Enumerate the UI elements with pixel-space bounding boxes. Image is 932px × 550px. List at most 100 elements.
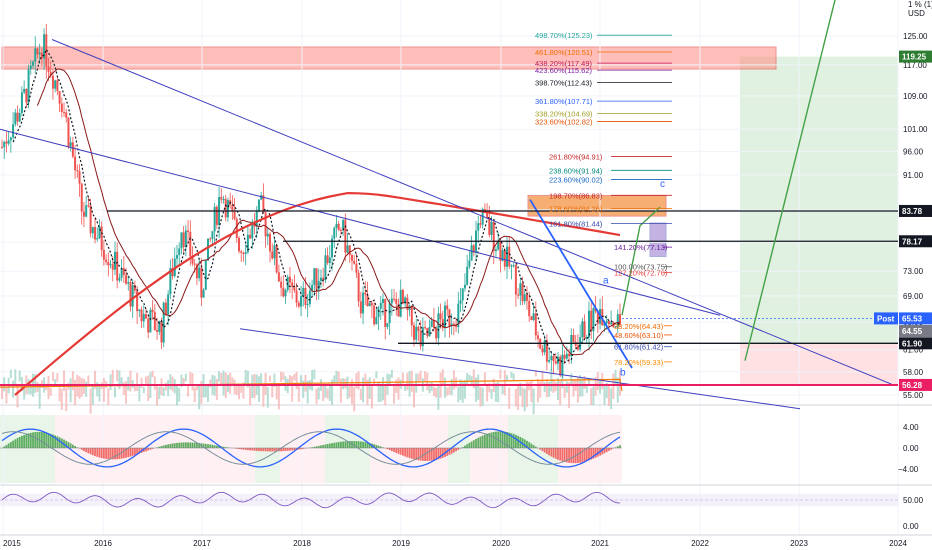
volume-bar-103 bbox=[229, 372, 232, 394]
candle-body-234 bbox=[519, 283, 522, 296]
fib-label-7: 323.60%(102.82) bbox=[535, 117, 593, 126]
candle-body-36 bbox=[80, 183, 83, 212]
osc-bar-118 bbox=[262, 448, 265, 452]
candle-body-118 bbox=[262, 195, 265, 213]
year-tick-2015: 2015 bbox=[3, 539, 21, 548]
candle-body-127 bbox=[282, 287, 285, 297]
candle-body-68 bbox=[151, 309, 154, 313]
volume-bar-106 bbox=[235, 383, 238, 395]
volume-bar-263 bbox=[583, 376, 586, 389]
osc-bar-12 bbox=[27, 433, 30, 448]
volume-bar-127 bbox=[282, 372, 285, 380]
volume-bar-277 bbox=[614, 369, 617, 386]
rsi-band bbox=[0, 493, 898, 507]
osc-bar-202 bbox=[448, 448, 451, 455]
year-tick-2017: 2017 bbox=[193, 539, 211, 548]
candle-body-93 bbox=[207, 238, 209, 261]
candle-body-183 bbox=[406, 297, 409, 310]
osc-bar-217 bbox=[481, 435, 484, 448]
candle-body-274 bbox=[607, 320, 610, 325]
osc-bar-4 bbox=[9, 442, 12, 448]
volume-bar-112 bbox=[249, 386, 252, 406]
volume-bar-238 bbox=[528, 382, 531, 391]
price-tag-bg-4 bbox=[899, 324, 932, 337]
candle-body-182 bbox=[404, 297, 407, 304]
osc-bar-209 bbox=[464, 445, 466, 448]
price-axis[interactable]: 55.0058.0061.0065.0069.0073.0078.0084.00… bbox=[874, 32, 932, 531]
candle-body-258 bbox=[572, 334, 575, 342]
volume-bar-172 bbox=[381, 377, 384, 401]
volume-bar-116 bbox=[257, 376, 260, 402]
candle-body-125 bbox=[277, 272, 280, 282]
osc-bar-194 bbox=[430, 448, 433, 461]
fib-label-14: 141.20%(77.13) bbox=[614, 243, 668, 252]
volume-bar-58 bbox=[129, 370, 132, 392]
osc-bar-145 bbox=[322, 444, 325, 448]
volume-bar-107 bbox=[238, 383, 241, 400]
osc-bar-93 bbox=[207, 444, 209, 448]
volume-bar-141 bbox=[313, 369, 316, 380]
osc-bar-124 bbox=[275, 448, 278, 452]
volume-bar-217 bbox=[481, 387, 484, 406]
target-zone bbox=[740, 56, 898, 344]
candle-body-124 bbox=[275, 245, 278, 273]
volume-bar-251 bbox=[556, 377, 559, 400]
projection-long bbox=[744, 0, 836, 361]
osc-bar-131 bbox=[291, 448, 294, 451]
fib-label-2: 438.20%(117.49) bbox=[535, 59, 592, 68]
candle-body-105 bbox=[233, 210, 236, 219]
volume-bar-55 bbox=[122, 382, 125, 396]
fib-label-16: 127.20%(72.76) bbox=[614, 269, 668, 278]
candle-body-58 bbox=[129, 282, 132, 307]
candle-body-165 bbox=[366, 294, 369, 307]
volume-bar-254 bbox=[563, 386, 566, 399]
candle-body-33 bbox=[74, 156, 77, 171]
oscillator-bull-band-2 bbox=[325, 415, 370, 483]
fib-label-20: 78.20%(59.33) bbox=[614, 358, 664, 367]
candle-body-95 bbox=[211, 231, 214, 239]
price-tag-bg-2 bbox=[899, 235, 932, 248]
candle-body-161 bbox=[357, 272, 360, 302]
candle-body-188 bbox=[417, 326, 420, 331]
volume-bar-146 bbox=[324, 384, 327, 398]
candle-body-228 bbox=[506, 246, 509, 267]
candle-body-210 bbox=[466, 266, 469, 285]
candle-body-67 bbox=[149, 309, 152, 333]
fib-label-11: 198.70%(86.83) bbox=[549, 191, 603, 200]
candle-body-262 bbox=[581, 321, 584, 338]
volume-bar-148 bbox=[328, 385, 331, 401]
volume-bar-232 bbox=[514, 388, 517, 407]
candle-body-120 bbox=[266, 233, 269, 237]
candle-body-150 bbox=[333, 227, 336, 239]
volume-bar-76 bbox=[169, 374, 172, 390]
candle-body-99 bbox=[220, 197, 223, 200]
osc-bar-45 bbox=[100, 448, 103, 459]
volume-bar-221 bbox=[490, 388, 493, 399]
osc-bar-71 bbox=[158, 446, 161, 448]
osc-tick-0: 4.00 bbox=[903, 423, 919, 432]
trendline-1 bbox=[239, 328, 801, 410]
osc-bar-94 bbox=[209, 444, 212, 448]
candle-body-3 bbox=[7, 140, 10, 144]
osc-bar-75 bbox=[167, 444, 170, 448]
volume-bar-228 bbox=[506, 375, 509, 382]
candle-body-101 bbox=[224, 199, 227, 218]
price-tag-5: 61.90 bbox=[902, 339, 923, 348]
candle-body-238 bbox=[528, 300, 531, 317]
time-axis[interactable]: 2015 2016 2017 2018 2019 2020 2021 2022 2023 2024 bbox=[3, 539, 907, 548]
candle-body-208 bbox=[461, 288, 464, 301]
candle-body-7 bbox=[16, 112, 19, 122]
scale-mode-label: 1 % (1) bbox=[908, 0, 932, 9]
candle-body-111 bbox=[246, 234, 249, 253]
volume-bar-233 bbox=[517, 385, 520, 410]
osc-bar-278 bbox=[616, 446, 619, 448]
volume-bar-164 bbox=[364, 373, 367, 385]
candle-body-84 bbox=[187, 230, 190, 232]
fib-label-8: 261.80%(94.91) bbox=[549, 152, 603, 161]
osc-bar-11 bbox=[25, 434, 28, 448]
rsi-tick-1: 0.00 bbox=[903, 522, 919, 531]
candle-body-116 bbox=[257, 199, 260, 212]
volume-bar-186 bbox=[413, 383, 415, 408]
candle-body-221 bbox=[490, 221, 493, 235]
